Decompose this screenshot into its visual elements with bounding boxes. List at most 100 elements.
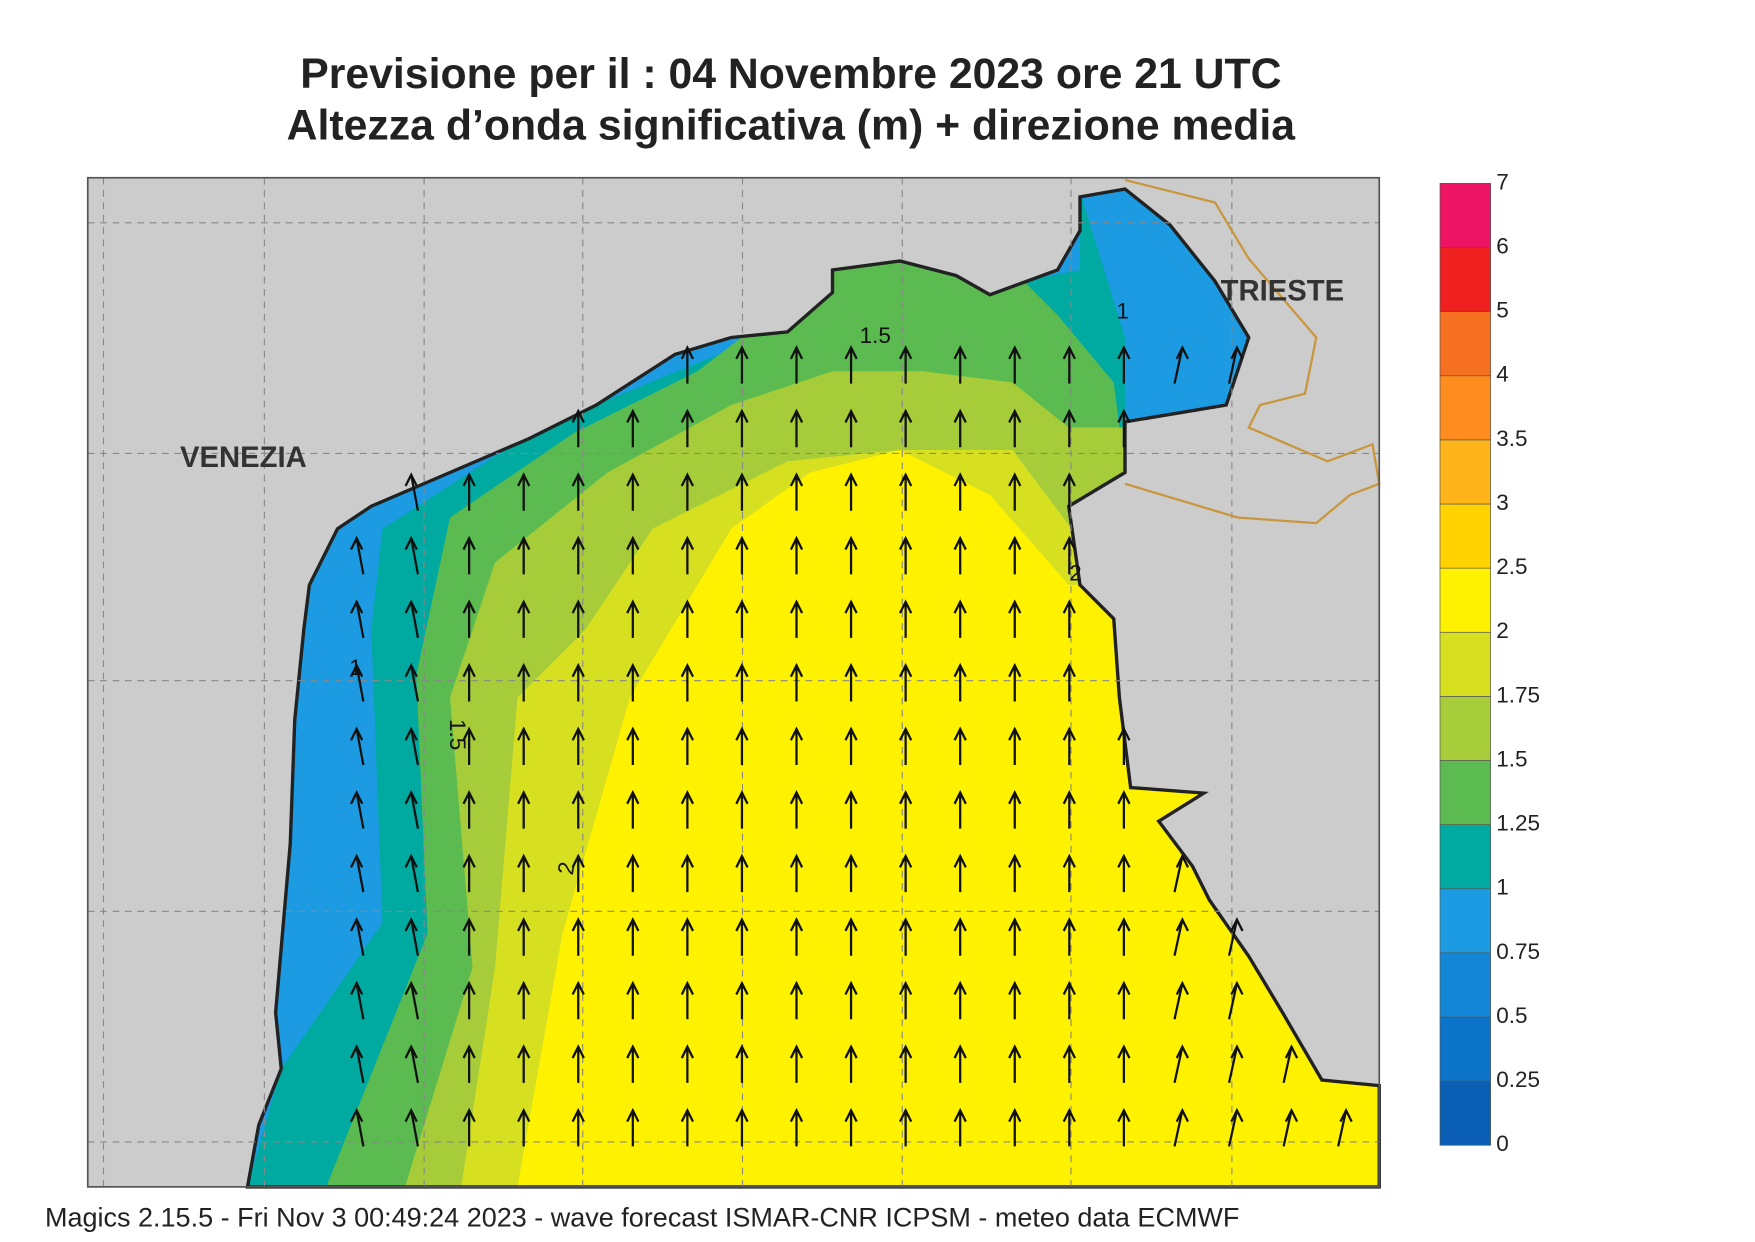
colorbar-tick-label: 6 [1496, 233, 1509, 258]
arrow [626, 472, 640, 511]
arrow [680, 790, 695, 829]
arrow [735, 472, 749, 511]
arrow [735, 853, 749, 893]
arrow [571, 917, 585, 956]
arrow [626, 980, 640, 1020]
arrow [953, 345, 967, 384]
arrow [626, 662, 640, 702]
arrow [680, 535, 695, 575]
colorbar-segment [1439, 952, 1491, 1018]
arrow [789, 917, 804, 956]
arrow [517, 917, 531, 956]
arrow [1008, 726, 1022, 765]
colorbar-tick-label: 1.25 [1496, 811, 1540, 836]
arrow [680, 599, 695, 638]
arrow [404, 790, 420, 829]
arrow [626, 408, 640, 448]
arrow [1117, 726, 1131, 765]
arrow [789, 1107, 804, 1147]
colorbar-tick-label: 1 [1496, 875, 1509, 900]
colorbar-tick-label: 0.75 [1496, 939, 1540, 964]
colorbar-tick-label: 2.5 [1496, 554, 1527, 579]
city-label: TRIESTE [1221, 275, 1345, 307]
arrow [898, 790, 913, 829]
arrow [1008, 662, 1022, 702]
colorbar-tick-label: 1.5 [1496, 746, 1527, 771]
arrow [898, 980, 913, 1020]
arrow [1227, 1107, 1244, 1147]
arrow [349, 599, 365, 639]
colorbar-tick-label: 7 [1496, 169, 1509, 194]
arrow [1117, 1044, 1131, 1083]
title: Previsione per il : 04 Novembre 2023 ore… [300, 50, 1281, 98]
coastline [245, 187, 1381, 1189]
arrow [1008, 472, 1022, 511]
arrow [1008, 345, 1022, 384]
colorbar-segment [1439, 1080, 1491, 1146]
arrow [462, 472, 476, 511]
arrow [1173, 917, 1190, 956]
arrow [517, 980, 531, 1020]
arrow [1062, 1107, 1076, 1147]
arrow [1117, 1107, 1131, 1147]
arrow [404, 853, 420, 893]
arrow [462, 790, 476, 829]
arrow [571, 535, 585, 575]
arrow [735, 1044, 749, 1083]
arrow [1062, 408, 1076, 448]
arrow [1117, 790, 1131, 829]
contour-label: 2 [553, 860, 580, 877]
colorbar-tick-label: 4 [1496, 362, 1509, 387]
arrow [462, 1107, 476, 1147]
arrow [404, 535, 420, 575]
arrow [1008, 1044, 1022, 1083]
arrow [626, 535, 640, 575]
arrow [1117, 980, 1131, 1020]
arrow [517, 726, 531, 765]
arrow [1062, 1044, 1076, 1083]
arrow [517, 1107, 531, 1147]
arrow [844, 472, 858, 511]
arrow [844, 853, 858, 893]
footer: Magics 2.15.5 - Fri Nov 3 00:49:24 2023 … [45, 1202, 1239, 1232]
colorbar-segment [1439, 183, 1491, 248]
arrow [953, 662, 967, 702]
arrow [953, 790, 967, 829]
arrow [789, 662, 804, 702]
colorbar-segment [1439, 439, 1491, 505]
arrow [844, 1107, 858, 1147]
arrow [404, 472, 420, 511]
arrow [349, 662, 365, 702]
arrow [571, 1107, 585, 1147]
arrow [626, 1107, 640, 1147]
arrow [404, 726, 420, 766]
arrow [735, 726, 749, 765]
colorbar-segment [1439, 824, 1491, 890]
arrow [1008, 408, 1022, 448]
arrow [517, 535, 531, 575]
arrow [680, 853, 695, 893]
arrow [735, 1107, 749, 1147]
arrow [1227, 1044, 1244, 1084]
arrow [844, 345, 858, 384]
subtitle: Altezza d’onda significativa (m) + direz… [287, 102, 1297, 150]
arrow [789, 472, 804, 511]
arrow [789, 853, 804, 893]
arrow [953, 917, 967, 956]
arrow [1282, 1107, 1299, 1147]
arrow [898, 345, 913, 384]
map-frame [86, 176, 1381, 1188]
arrow [898, 535, 913, 575]
arrow [404, 599, 420, 639]
colorbar-segment [1439, 503, 1491, 569]
arrow [1062, 790, 1076, 829]
colorbar-tick-label: 3 [1496, 490, 1509, 515]
arrow [844, 1044, 858, 1083]
arrow [571, 599, 585, 638]
arrow [349, 726, 365, 766]
arrow [1173, 1107, 1190, 1147]
colorbar-tick-label: 0.25 [1496, 1067, 1540, 1092]
arrow [735, 408, 749, 448]
arrow [844, 726, 858, 765]
arrow [898, 726, 913, 765]
